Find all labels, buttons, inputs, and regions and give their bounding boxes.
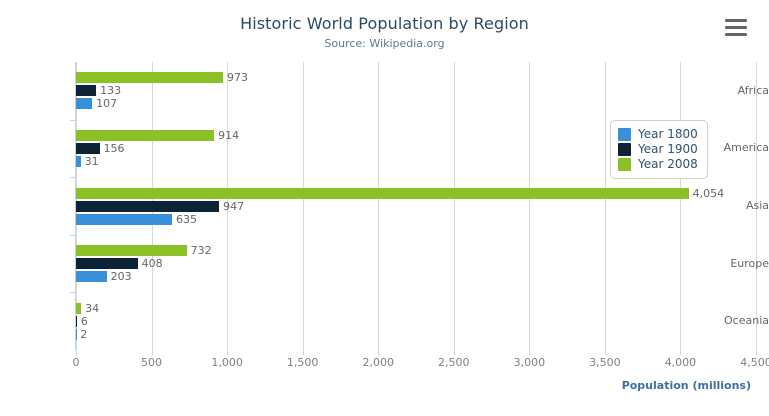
x-axis-tick-label: 4,000 (664, 356, 697, 369)
bar[interactable] (76, 258, 138, 270)
bar[interactable] (76, 85, 97, 97)
x-axis-tick-label: 500 (141, 356, 163, 369)
bar[interactable] (76, 187, 689, 199)
hamburger-bar (725, 19, 747, 22)
bar[interactable] (76, 271, 107, 283)
hamburger-menu-icon[interactable] (725, 19, 747, 36)
bar-value-label: 4,054 (692, 186, 725, 200)
bar-value-label: 6 (80, 314, 88, 328)
x-axis-tick-label: 4,500 (740, 356, 769, 369)
legend-item[interactable]: Year 1800 (618, 127, 698, 142)
legend-item[interactable]: Year 2008 (618, 157, 698, 172)
bar[interactable] (76, 142, 100, 154)
bar-value-label: 156 (103, 141, 125, 155)
x-axis-title: Population (millions) (621, 379, 751, 392)
y-axis-tick (70, 292, 76, 294)
x-axis-tick-label: 1,500 (286, 356, 319, 369)
bar[interactable] (76, 129, 215, 141)
bar-value-label: 133 (100, 84, 122, 98)
grid-line (604, 62, 606, 350)
legend-color-swatch (618, 128, 631, 141)
legend-color-swatch (618, 158, 631, 171)
bar-value-label: 732 (190, 244, 212, 258)
grid-line (529, 62, 531, 350)
legend-item-label: Year 1800 (638, 127, 698, 141)
grid-line (227, 62, 229, 350)
y-axis-category-label: Asia (745, 199, 769, 212)
grid-line (453, 62, 455, 350)
grid-line (302, 62, 304, 350)
x-axis-tick (302, 350, 304, 355)
bar-value-label: 31 (84, 154, 99, 168)
bar[interactable] (76, 245, 187, 257)
y-axis-tick (70, 234, 76, 236)
bar[interactable] (76, 213, 172, 225)
x-axis-tick (604, 350, 606, 355)
bar[interactable] (76, 72, 224, 84)
legend-color-swatch (618, 143, 631, 156)
bar-value-label: 107 (96, 97, 118, 111)
grid-line (756, 62, 757, 350)
y-axis-tick (70, 177, 76, 179)
x-axis-tick (151, 350, 153, 355)
x-axis-tick (680, 350, 682, 355)
grid-line (378, 62, 380, 350)
bar[interactable] (76, 302, 82, 314)
x-axis-tick-label: 1,000 (211, 356, 243, 369)
bar[interactable] (76, 98, 93, 110)
chart-subtitle: Source: Wikipedia.org (324, 37, 445, 50)
x-axis-tick (756, 350, 757, 355)
legend-item[interactable]: Year 1900 (618, 142, 698, 157)
chart-title: Historic World Population by Region (240, 14, 529, 33)
hamburger-bar (725, 33, 747, 36)
plot-area: 973 133 107 914 156 31 4,054 947 635 732 408 203 34 6… (76, 62, 757, 350)
bar-value-label: 947 (223, 199, 245, 213)
x-axis-tick (378, 350, 380, 355)
x-axis-tick-label: 2,500 (438, 356, 470, 369)
bar-value-label: 34 (85, 301, 100, 315)
y-axis-category-label: Oceania (724, 314, 769, 328)
y-axis-line (75, 62, 76, 350)
hamburger-bar (725, 26, 747, 29)
x-axis-tick-label: 2,000 (362, 356, 394, 369)
y-axis-tick (70, 119, 76, 121)
bar-value-label: 914 (218, 128, 240, 142)
legend-item-label: Year 2008 (638, 157, 698, 171)
bar[interactable] (76, 155, 81, 167)
bar[interactable] (76, 200, 220, 212)
grid-line (680, 62, 682, 350)
legend-item-label: Year 1900 (638, 142, 698, 156)
x-axis-tick (453, 350, 455, 355)
y-axis-category-label: Africa (737, 83, 769, 97)
y-axis-category-label: Europe (730, 256, 769, 270)
x-axis-tick-label: 3,000 (513, 356, 546, 369)
x-axis-tick-label: 3,500 (589, 356, 621, 369)
bar-value-label: 2 (80, 327, 88, 341)
y-axis-category-label: America (723, 141, 769, 155)
bar-value-label: 973 (227, 71, 249, 85)
bar[interactable] (76, 315, 77, 327)
x-axis-tick (529, 350, 531, 355)
x-axis-tick (76, 350, 77, 355)
x-axis-tick-label: 0 (72, 356, 80, 369)
bar-value-label: 203 (110, 270, 132, 284)
bar-value-label: 408 (141, 257, 163, 271)
x-axis-tick (227, 350, 229, 355)
bar-value-label: 635 (175, 212, 197, 226)
chart-legend: Year 1800 Year 1900 Year 2008 (610, 120, 708, 179)
